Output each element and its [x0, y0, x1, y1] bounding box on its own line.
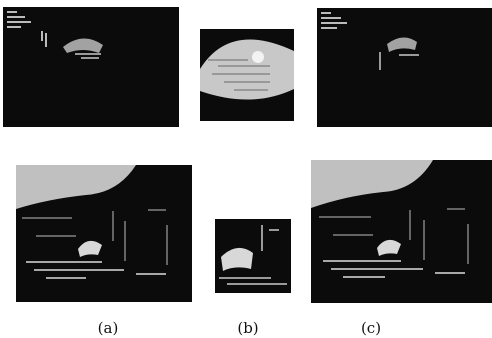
image-b-top [200, 29, 294, 121]
caption-c: (c) [360, 319, 382, 337]
image-c-bottom [311, 160, 492, 303]
image-a-top [3, 7, 179, 127]
image-c-top [317, 8, 492, 127]
image-a-bottom [16, 165, 192, 302]
image-b-bottom [215, 219, 291, 293]
caption-b: (b) [237, 319, 259, 337]
caption-a: (a) [97, 319, 119, 337]
